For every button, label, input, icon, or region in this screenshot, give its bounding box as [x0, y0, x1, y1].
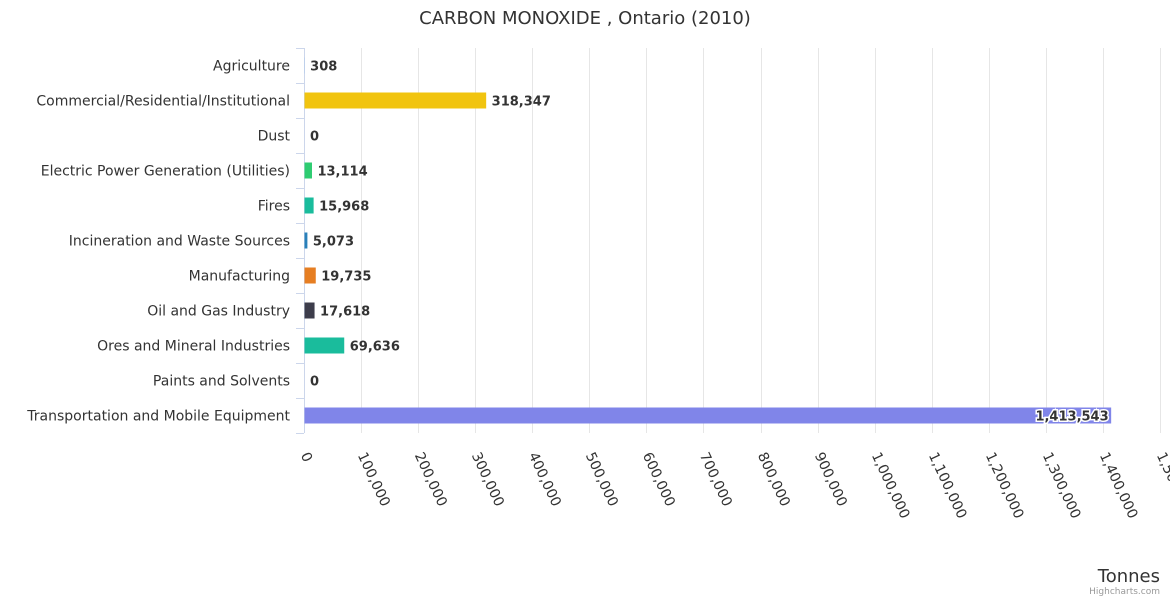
tick-label: 600,000 [639, 450, 678, 509]
credits-link[interactable]: Highcharts.com [1089, 587, 1160, 597]
category-label: Electric Power Generation (Utilities) [41, 164, 290, 180]
tick-label: 0 [297, 450, 315, 465]
category-label: Oil and Gas Industry [147, 304, 290, 320]
bar[interactable] [304, 92, 487, 109]
tick-label: 300,000 [468, 450, 507, 509]
bar[interactable] [304, 337, 345, 354]
tick-label: 1,100,000 [925, 450, 970, 521]
bars: 308 318,347 0 13,114 15,968 5,073 19,735 17,618… [304, 57, 1112, 426]
tick-label: 800,000 [754, 450, 793, 509]
value-axis-title: Tonnes [1097, 566, 1160, 587]
tick-label: 1,500,000 [1153, 450, 1170, 521]
tick-label: 1,400,000 [1096, 450, 1141, 521]
bar[interactable] [304, 302, 315, 319]
bar[interactable] [304, 162, 312, 179]
tick-label: 1,300,000 [1039, 450, 1084, 521]
chart-title: CARBON MONOXIDE , Ontario (2010) [419, 8, 751, 29]
category-labels: Agriculture Commercial/Residential/Instit… [26, 59, 290, 425]
category-label: Dust [258, 129, 291, 145]
tick-label: 500,000 [582, 450, 621, 509]
grid-lines [296, 48, 1161, 434]
bar[interactable] [304, 232, 308, 249]
tick-label: 400,000 [525, 450, 564, 509]
bar[interactable] [304, 407, 1112, 424]
tick-label: 900,000 [811, 450, 850, 509]
x-axis-ticks: 0 100,000 200,000 300,000 400,000 500,000 600,… [297, 450, 1170, 521]
bar[interactable] [304, 197, 314, 214]
tick-label: 1,000,000 [868, 450, 913, 521]
data-label: 1,413,543 [1035, 410, 1108, 425]
tick-label: 700,000 [696, 450, 735, 509]
category-label: Ores and Mineral Industries [97, 339, 290, 355]
tick-label: 100,000 [354, 450, 393, 509]
category-label: Paints and Solvents [153, 374, 290, 390]
data-label: 318,347 [492, 95, 551, 110]
data-label: 13,114 [317, 165, 367, 180]
data-label: 5,073 [313, 235, 354, 250]
data-label: 0 [310, 130, 319, 145]
category-label: Commercial/Residential/Institutional [36, 94, 290, 110]
category-label: Agriculture [213, 59, 290, 75]
data-label: 15,968 [319, 200, 369, 215]
data-label: 19,735 [321, 270, 371, 285]
data-label: 69,636 [350, 340, 400, 355]
data-label: 0 [310, 375, 319, 390]
category-label: Incineration and Waste Sources [69, 234, 290, 250]
category-label: Transportation and Mobile Equipment [26, 409, 290, 425]
data-label: 308 [310, 60, 337, 75]
data-label: 17,618 [320, 305, 370, 320]
category-label: Manufacturing [189, 269, 290, 285]
category-label: Fires [258, 199, 290, 215]
bar[interactable] [304, 267, 316, 284]
tick-label: 200,000 [411, 450, 450, 509]
tick-label: 1,200,000 [982, 450, 1027, 521]
